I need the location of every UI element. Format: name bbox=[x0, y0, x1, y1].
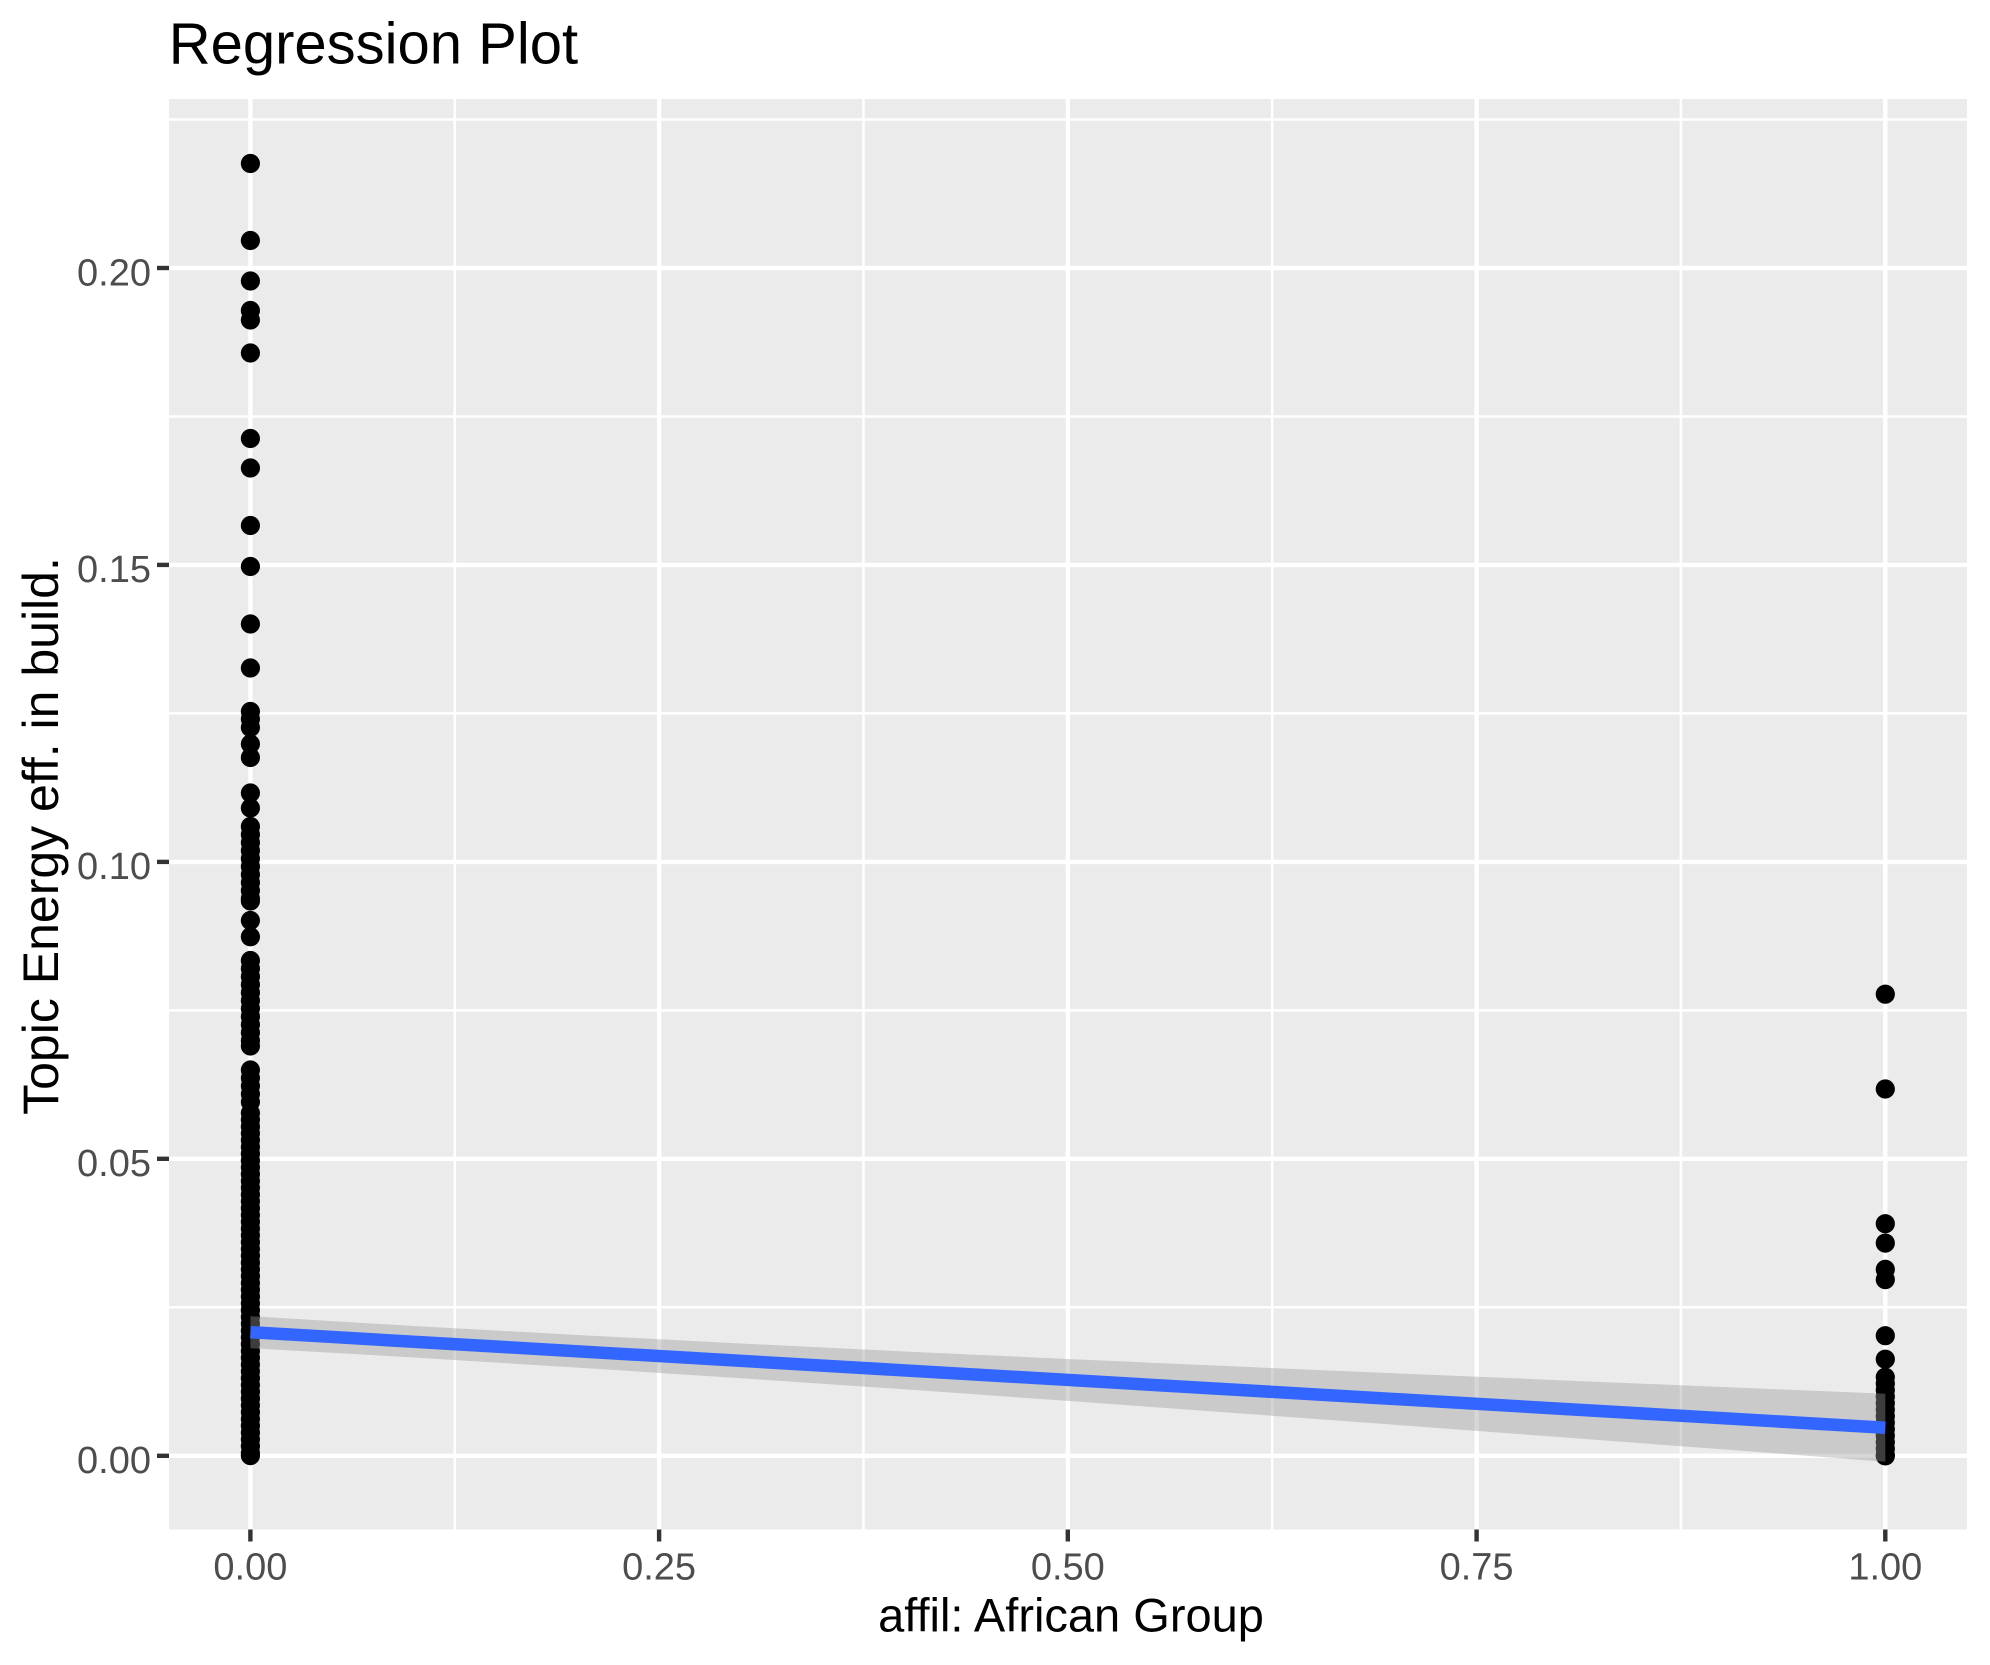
svg-text:Regression Plot: Regression Plot bbox=[169, 12, 578, 77]
svg-text:0.05: 0.05 bbox=[77, 1143, 151, 1185]
svg-text:0.20: 0.20 bbox=[77, 252, 151, 294]
svg-text:0.10: 0.10 bbox=[77, 846, 151, 888]
svg-text:0.15: 0.15 bbox=[77, 549, 151, 591]
svg-text:Topic Energy eff. in build.: Topic Energy eff. in build. bbox=[13, 557, 69, 1115]
svg-text:1.00: 1.00 bbox=[1848, 1546, 1922, 1588]
svg-text:0.75: 0.75 bbox=[1440, 1546, 1514, 1588]
svg-text:0.50: 0.50 bbox=[1031, 1546, 1105, 1588]
svg-text:0.00: 0.00 bbox=[77, 1440, 151, 1482]
svg-text:0.00: 0.00 bbox=[213, 1546, 287, 1588]
svg-text:0.25: 0.25 bbox=[622, 1546, 696, 1588]
svg-text:affil: African Group: affil: African Group bbox=[878, 1589, 1264, 1642]
